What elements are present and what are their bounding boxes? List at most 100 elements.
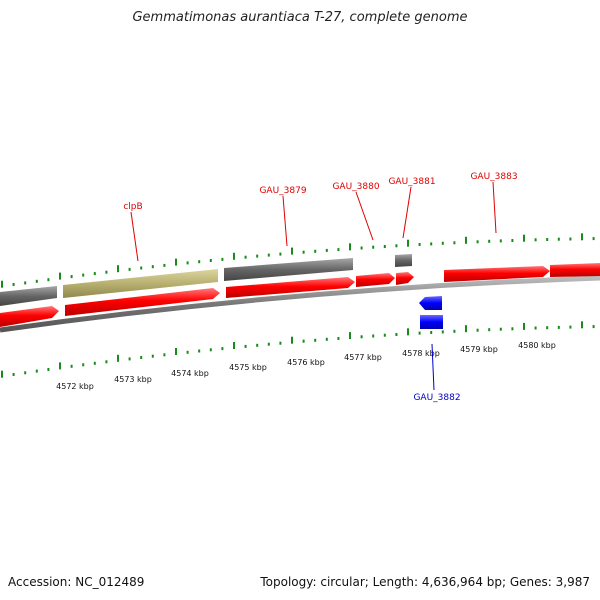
cds-gau-3880 bbox=[356, 273, 395, 287]
tick-mark-inner bbox=[488, 328, 491, 332]
cds-gau-3881 bbox=[396, 272, 414, 285]
tick-ring-outer bbox=[1, 233, 595, 288]
cds-gau-3882-block bbox=[420, 315, 443, 329]
tick-mark-inner bbox=[314, 338, 317, 342]
tick-mark-outer bbox=[499, 239, 502, 243]
scale-label: 4577 kbp bbox=[344, 353, 382, 362]
tick-mark-outer bbox=[59, 272, 61, 280]
tick-mark-inner bbox=[93, 361, 96, 365]
gene-label-gau-3879: GAU_3879 bbox=[259, 186, 306, 196]
callout-clpb bbox=[130, 211, 139, 262]
tick-mark-inner bbox=[221, 347, 224, 351]
tick-mark-inner bbox=[24, 371, 27, 375]
tick-mark-inner bbox=[128, 357, 131, 361]
tick-mark-inner bbox=[70, 364, 73, 368]
tick-mark-outer bbox=[140, 266, 143, 270]
tick-mark-outer bbox=[244, 255, 247, 259]
tick-mark-outer bbox=[325, 248, 328, 252]
scale-label: 4580 kbp bbox=[518, 341, 556, 350]
tick-mark-inner bbox=[337, 337, 340, 340]
scale-label: 4574 kbp bbox=[171, 369, 209, 378]
tick-mark-outer bbox=[175, 258, 177, 266]
tick-mark-inner bbox=[592, 325, 595, 329]
tick-mark-outer bbox=[349, 243, 351, 251]
tick-mark-inner bbox=[499, 327, 502, 331]
scale-label: 4575 kbp bbox=[229, 363, 267, 372]
tick-mark-inner bbox=[117, 354, 119, 362]
tick-mark-outer bbox=[581, 233, 583, 241]
tick-mark-outer bbox=[407, 239, 409, 247]
tick-mark-outer bbox=[279, 252, 282, 256]
tick-mark-outer bbox=[488, 239, 491, 243]
genome-backbone bbox=[0, 275, 600, 333]
tick-mark-inner bbox=[430, 331, 433, 334]
tick-mark-outer bbox=[267, 253, 270, 257]
tick-mark-inner bbox=[12, 373, 15, 376]
tick-mark-inner bbox=[465, 325, 467, 333]
cds-forward-left bbox=[0, 306, 59, 327]
tick-mark-outer bbox=[70, 275, 73, 279]
tick-mark-outer bbox=[395, 244, 398, 248]
tick-ring-inner bbox=[1, 321, 595, 378]
tick-mark-outer bbox=[163, 263, 166, 267]
scale-label: 4578 kbp bbox=[402, 349, 440, 358]
tick-mark-outer bbox=[221, 257, 224, 261]
callout-gau-3879 bbox=[282, 195, 288, 247]
genome-summary-text: Topology: circular; Length: 4,636,964 bp… bbox=[260, 575, 590, 589]
gene-grey-left bbox=[0, 286, 57, 306]
accession-text: Accession: NC_012489 bbox=[8, 575, 145, 589]
gene-label-gau-3881: GAU_3881 bbox=[388, 177, 435, 187]
tick-mark-inner bbox=[1, 370, 3, 378]
gene-label-clpb: clpB bbox=[123, 202, 142, 212]
tick-mark-outer bbox=[82, 273, 85, 277]
tick-mark-inner bbox=[244, 344, 247, 348]
tick-mark-outer bbox=[476, 240, 479, 244]
tick-mark-inner bbox=[35, 369, 38, 373]
tick-mark-outer bbox=[233, 252, 235, 260]
gene-label-gau-3883: GAU_3883 bbox=[470, 172, 517, 182]
tick-mark-inner bbox=[47, 368, 50, 371]
tick-mark-inner bbox=[569, 325, 572, 329]
tick-mark-inner bbox=[291, 336, 293, 344]
gene-khaki-clpb-region bbox=[63, 269, 218, 298]
tick-mark-inner bbox=[325, 337, 328, 341]
tick-mark-outer bbox=[383, 245, 386, 248]
tick-mark-outer bbox=[337, 248, 340, 252]
cds-gau-3883-b bbox=[550, 263, 600, 277]
tick-mark-outer bbox=[569, 237, 572, 241]
tick-mark-inner bbox=[163, 353, 166, 357]
tick-mark-inner bbox=[372, 334, 375, 338]
scale-label: 4579 kbp bbox=[460, 345, 498, 354]
tick-mark-inner bbox=[279, 341, 282, 345]
tick-mark-outer bbox=[12, 283, 15, 286]
tick-mark-inner bbox=[151, 354, 154, 358]
tick-mark-inner bbox=[267, 342, 270, 346]
tick-mark-inner bbox=[383, 333, 386, 337]
tick-mark-inner bbox=[523, 322, 525, 330]
tick-mark-inner bbox=[186, 350, 189, 354]
tick-mark-inner bbox=[209, 348, 212, 352]
tick-mark-inner bbox=[557, 325, 560, 329]
scale-label: 4576 kbp bbox=[287, 358, 325, 367]
tick-mark-inner bbox=[581, 321, 583, 329]
tick-mark-inner bbox=[453, 329, 456, 333]
tick-mark-inner bbox=[511, 327, 514, 331]
tick-mark-inner bbox=[534, 326, 537, 330]
tick-mark-outer bbox=[24, 281, 27, 285]
tick-mark-inner bbox=[395, 333, 398, 336]
tick-mark-inner bbox=[360, 335, 363, 339]
tick-mark-outer bbox=[256, 254, 259, 258]
tick-mark-outer bbox=[1, 280, 3, 288]
gene-grey-small bbox=[395, 254, 412, 267]
tick-mark-outer bbox=[93, 272, 96, 276]
tick-mark-outer bbox=[511, 239, 514, 242]
tick-mark-inner bbox=[105, 360, 108, 364]
tick-mark-outer bbox=[314, 249, 317, 253]
callout-gau-3881 bbox=[402, 186, 412, 239]
tick-mark-inner bbox=[407, 328, 409, 336]
tick-mark-outer bbox=[47, 278, 50, 282]
tick-mark-inner bbox=[349, 332, 351, 340]
tick-mark-outer bbox=[430, 242, 433, 246]
tick-mark-outer bbox=[465, 236, 467, 244]
